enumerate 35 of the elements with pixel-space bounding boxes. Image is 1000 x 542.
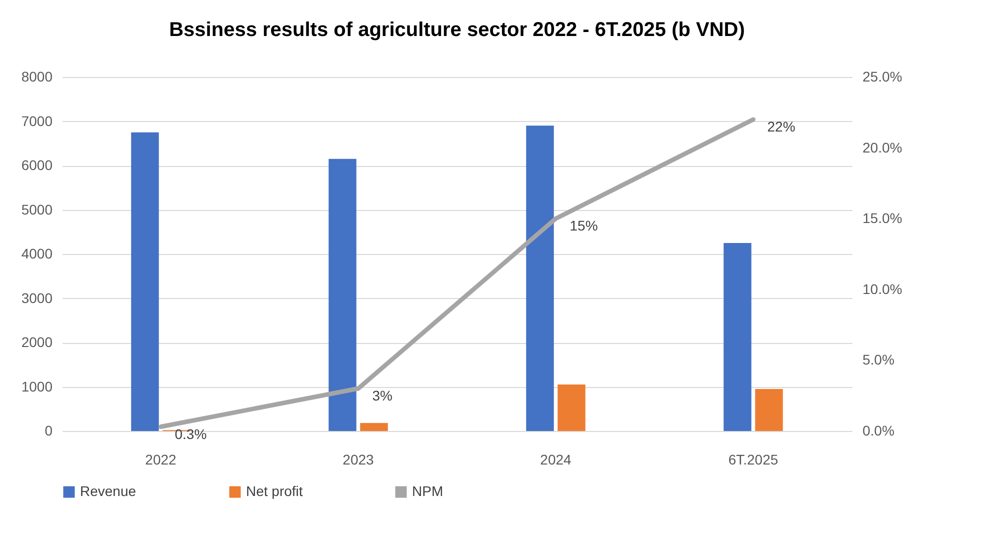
legend-label: Net profit <box>246 483 303 499</box>
y-tick-label: 5000 <box>21 201 53 218</box>
data-label: 3% <box>372 388 392 404</box>
bar <box>526 126 554 431</box>
x-tick-label: 6T.2025 <box>728 452 778 468</box>
y-tick-label: 2000 <box>21 334 53 350</box>
y2-tick-label: 0.0% <box>862 422 894 438</box>
y-tick-label: 6000 <box>21 157 53 173</box>
y-tick-label: 1000 <box>21 378 53 394</box>
y-tick-label: 7000 <box>21 112 53 129</box>
y2-tick-label: 10.0% <box>862 280 902 297</box>
x-tick-label: 2022 <box>145 452 177 468</box>
bar <box>724 242 752 431</box>
y-tick-label: 3000 <box>21 290 53 306</box>
y-tick-label: 0 <box>44 422 53 438</box>
x-tick-label: 2024 <box>540 452 572 468</box>
bar <box>131 132 159 431</box>
data-label: 15% <box>570 218 598 234</box>
legend-label: Revenue <box>80 483 136 499</box>
bar <box>328 158 356 431</box>
y2-tick-label: 5.0% <box>862 352 894 368</box>
bar <box>360 423 388 431</box>
y2-tick-label: 20.0% <box>862 139 902 156</box>
legend-label: NPM <box>412 483 444 499</box>
x-tick-label: 2023 <box>342 452 374 468</box>
bar <box>755 388 783 431</box>
y-tick-label: 4000 <box>21 246 53 262</box>
y-tick-label: 8000 <box>21 68 53 84</box>
line-series <box>158 117 756 429</box>
chart-title: Bssiness results of agriculture sector 2022 - 6T.2025 (b VND) <box>169 19 745 41</box>
bar <box>558 384 586 431</box>
y2-tick-label: 15.0% <box>862 210 902 226</box>
y2-tick-label: 25.0% <box>862 68 902 84</box>
data-label: 0.3% <box>174 426 207 442</box>
data-label: 22% <box>767 118 796 134</box>
